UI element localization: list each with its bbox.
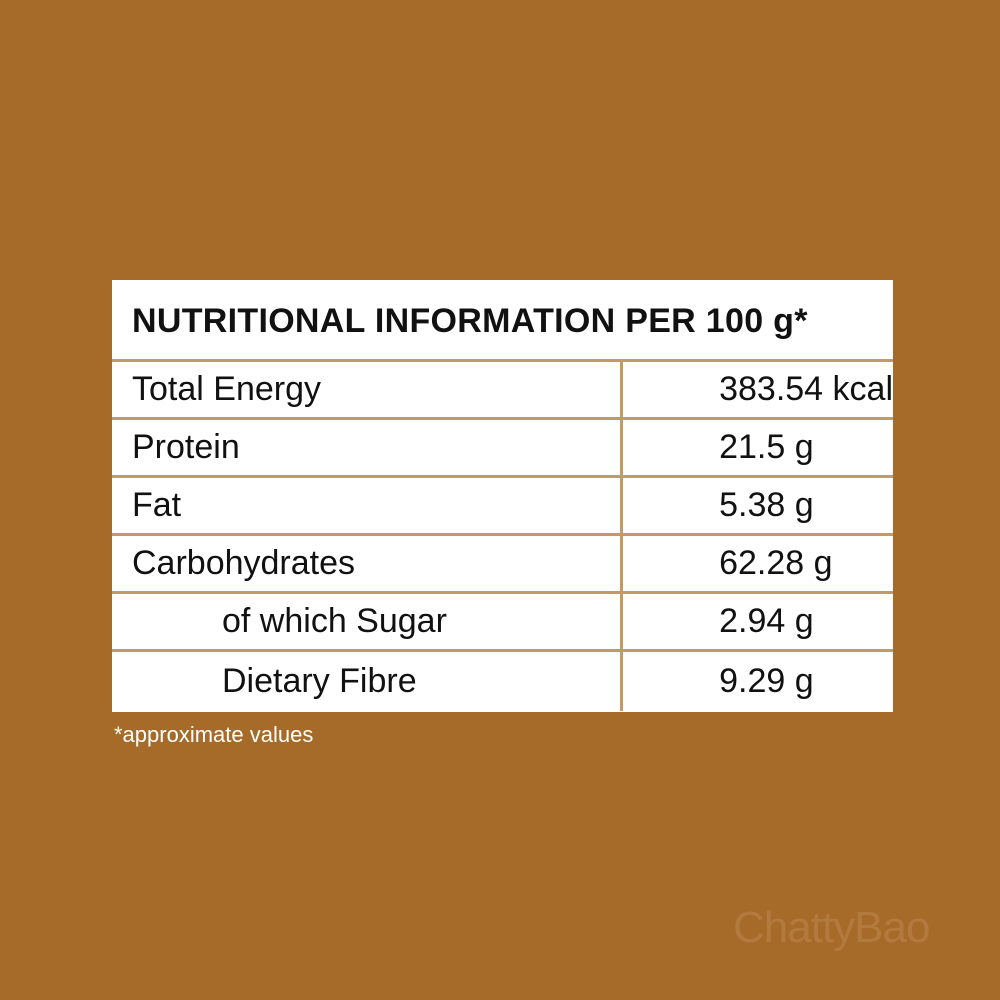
nutrient-value: 62.28 g bbox=[621, 534, 893, 594]
table-row: Protein 21.5 g bbox=[112, 418, 893, 478]
nutrient-name: Protein bbox=[112, 418, 624, 478]
nutrient-name: Dietary Fibre bbox=[112, 650, 624, 711]
footnote: *approximate values bbox=[114, 722, 314, 747]
table-body: Total Energy 383.54 kcal Protein 21.5 g Fat 5… bbox=[112, 362, 893, 711]
table-row: Total Energy 383.54 kcal bbox=[112, 362, 893, 420]
nutrient-value: 9.29 g bbox=[719, 662, 814, 700]
table-row: Dietary Fibre 9.29 g bbox=[112, 650, 893, 711]
nutrient-value: 383.54 kcal bbox=[621, 362, 893, 420]
nutrition-card: NUTRITIONAL INFORMATION PER 100 g* Total… bbox=[112, 280, 893, 712]
nutrient-name: Total Energy bbox=[112, 362, 624, 420]
nutrient-value: 2.94 g bbox=[621, 592, 893, 652]
table-row: Carbohydrates 62.28 g bbox=[112, 534, 893, 594]
nutrient-value: 21.5 g bbox=[621, 418, 893, 478]
table-row: of which Sugar 2.94 g bbox=[112, 592, 893, 652]
nutrition-table: Total Energy 383.54 kcal Protein 21.5 g Fat 5… bbox=[112, 362, 893, 711]
nutrient-name: Fat bbox=[112, 476, 624, 536]
nutrient-name: of which Sugar bbox=[112, 592, 624, 652]
watermark: ChattyBao bbox=[733, 903, 930, 952]
nutrient-name: Carbohydrates bbox=[112, 534, 624, 594]
table-title: NUTRITIONAL INFORMATION PER 100 g* bbox=[112, 280, 893, 362]
nutrient-value: 5.38 g bbox=[621, 476, 893, 536]
table-row: Fat 5.38 g bbox=[112, 476, 893, 536]
